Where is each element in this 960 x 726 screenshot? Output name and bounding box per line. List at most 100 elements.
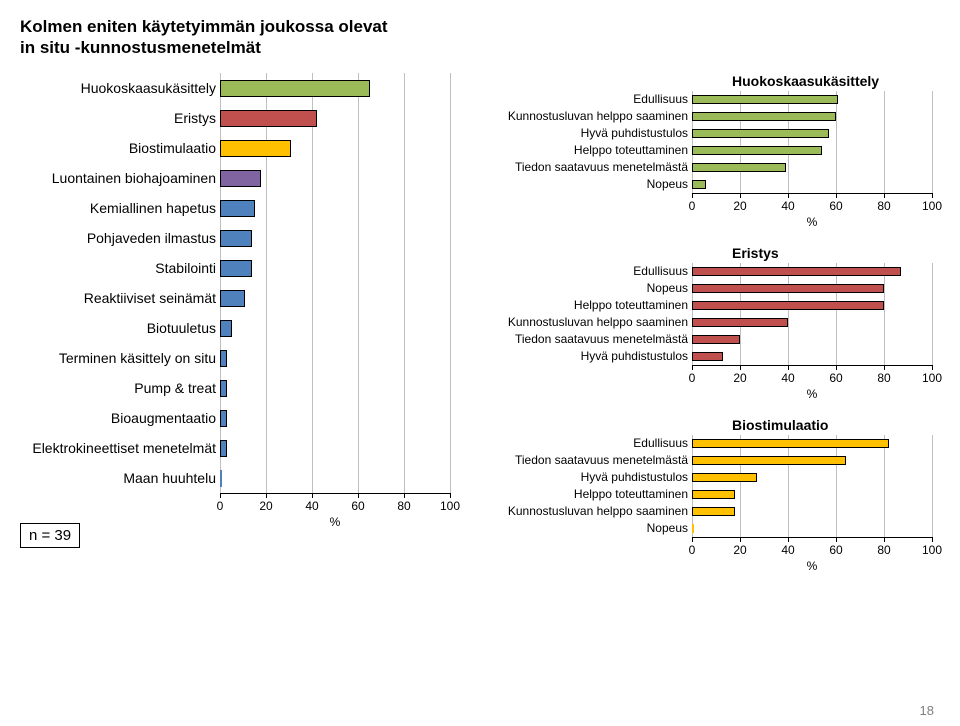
axis-tick-label: 40 — [781, 543, 794, 557]
axis-tick-label: 40 — [781, 199, 794, 213]
bar — [220, 410, 227, 427]
axis-tick-label: 0 — [689, 199, 696, 213]
axis-tick-label: 20 — [733, 371, 746, 385]
axis-title: % — [330, 515, 341, 529]
page: Kolmen eniten käytetyimmän joukossa olev… — [0, 0, 960, 726]
bar — [220, 380, 227, 397]
title-line1: Kolmen eniten käytetyimmän joukossa olev… — [20, 17, 388, 36]
bar — [692, 352, 723, 361]
main-bar-row: Reaktiiviset seinämät — [20, 283, 450, 313]
bar — [220, 80, 370, 97]
bar-label: Reaktiiviset seinämät — [20, 290, 220, 306]
axis-tick-label: 40 — [781, 371, 794, 385]
mini-bar-row: Edullisuus — [470, 263, 932, 280]
bar-label: Tiedon saatavuus menetelmästä — [470, 453, 692, 467]
mini-chart-title: Huokoskaasukäsittely — [732, 73, 940, 89]
mini-bar-row: Edullisuus — [470, 91, 932, 108]
bar — [220, 440, 227, 457]
axis-tick-label: 20 — [733, 543, 746, 557]
axis-tick-label: 0 — [689, 543, 696, 557]
bar — [220, 110, 317, 127]
axis-tick-label: 100 — [440, 499, 460, 513]
mini-bar-row: Nopeus — [470, 520, 932, 537]
bar — [692, 146, 822, 155]
main-bar-row: Terminen käsittely on situ — [20, 343, 450, 373]
bar — [220, 200, 255, 217]
bar-label: Nopeus — [470, 281, 692, 295]
bar — [220, 170, 261, 187]
mini-bar-chart-0: Edullisuus Kunnostusluvan helppo saaminen… — [470, 91, 932, 215]
mini-bar-row: Helppo toteuttaminen — [470, 142, 932, 159]
bar-label: Elektrokineettiset menetelmät — [20, 440, 220, 456]
bar — [220, 320, 232, 337]
bar — [692, 95, 838, 104]
main-chart-column: Huokoskaasukäsittely Eristys Biostimulaati… — [20, 73, 450, 589]
bar-label: Hyvä puhdistustulos — [470, 470, 692, 484]
main-bar-row: Stabilointi — [20, 253, 450, 283]
mini-bar-row: Kunnostusluvan helppo saaminen — [470, 108, 932, 125]
bar-label: Eristys — [20, 110, 220, 126]
mini-bar-row: Tiedon saatavuus menetelmästä — [470, 159, 932, 176]
bar-label: Edullisuus — [470, 436, 692, 450]
bar-label: Edullisuus — [470, 92, 692, 106]
bar-label: Biostimulaatio — [20, 140, 220, 156]
bar — [692, 524, 694, 533]
bar-label: Bioaugmentaatio — [20, 410, 220, 426]
bar — [692, 163, 786, 172]
main-bar-row: Luontainen biohajoaminen — [20, 163, 450, 193]
title-line2: in situ -kunnostusmenetelmät — [20, 38, 261, 57]
main-bar-row: Biostimulaatio — [20, 133, 450, 163]
mini-bar-row: Nopeus — [470, 176, 932, 193]
bar — [220, 140, 291, 157]
main-bar-row: Kemiallinen hapetus — [20, 193, 450, 223]
axis-tick-label: 40 — [305, 499, 318, 513]
main-chart: Huokoskaasukäsittely Eristys Biostimulaati… — [20, 73, 450, 515]
axis-title: % — [807, 559, 818, 573]
bar-label: Pump & treat — [20, 380, 220, 396]
bar — [692, 129, 829, 138]
mini-bar-row: Edullisuus — [470, 435, 932, 452]
main-bar-row: Biotuuletus — [20, 313, 450, 343]
bar — [692, 439, 889, 448]
main-bar-row: Pohjaveden ilmastus — [20, 223, 450, 253]
bar-label: Hyvä puhdistustulos — [470, 126, 692, 140]
bar — [692, 301, 884, 310]
bar-label: Nopeus — [470, 521, 692, 535]
mini-bar-row: Kunnostusluvan helppo saaminen — [470, 314, 932, 331]
bar-label: Kemiallinen hapetus — [20, 200, 220, 216]
n-label-box: n = 39 — [20, 523, 80, 548]
bar-label: Luontainen biohajoaminen — [20, 170, 220, 186]
bar — [220, 260, 252, 277]
bar — [692, 112, 836, 121]
axis-tick-label: 80 — [877, 199, 890, 213]
page-title: Kolmen eniten käytetyimmän joukossa olev… — [20, 16, 940, 59]
bar-label: Hyvä puhdistustulos — [470, 349, 692, 363]
mini-chart-title: Biostimulaatio — [732, 417, 940, 433]
axis-tick-label: 20 — [259, 499, 272, 513]
bar-label: Helppo toteuttaminen — [470, 298, 692, 312]
bar-label: Helppo toteuttaminen — [470, 143, 692, 157]
bar-label: Kunnostusluvan helppo saaminen — [470, 109, 692, 123]
bar-label: Stabilointi — [20, 260, 220, 276]
mini-bar-row: Helppo toteuttaminen — [470, 486, 932, 503]
page-number: 18 — [920, 703, 934, 718]
mini-bar-row: Hyvä puhdistustulos — [470, 348, 932, 365]
bar — [220, 470, 222, 487]
bar — [692, 284, 884, 293]
axis-tick-label: 60 — [829, 199, 842, 213]
mini-chart: Huokoskaasukäsittely Edullisuus Kunnostusl… — [470, 73, 940, 215]
main-bar-row: Huokoskaasukäsittely — [20, 73, 450, 103]
mini-bar-row: Tiedon saatavuus menetelmästä — [470, 452, 932, 469]
mini-charts-column: Huokoskaasukäsittely Edullisuus Kunnostusl… — [470, 73, 940, 589]
axis-title: % — [807, 215, 818, 229]
axis-tick-label: 100 — [922, 199, 942, 213]
bar-label: Biotuuletus — [20, 320, 220, 336]
mini-bar-row: Hyvä puhdistustulos — [470, 469, 932, 486]
main-bar-row: Elektrokineettiset menetelmät — [20, 433, 450, 463]
axis-tick-label: 60 — [829, 371, 842, 385]
bar-label: Kunnostusluvan helppo saaminen — [470, 315, 692, 329]
mini-chart: Biostimulaatio Edullisuus Tiedon saatavuus… — [470, 417, 940, 559]
bar — [220, 230, 252, 247]
bar-label: Nopeus — [470, 177, 692, 191]
bar-label: Huokoskaasukäsittely — [20, 80, 220, 96]
